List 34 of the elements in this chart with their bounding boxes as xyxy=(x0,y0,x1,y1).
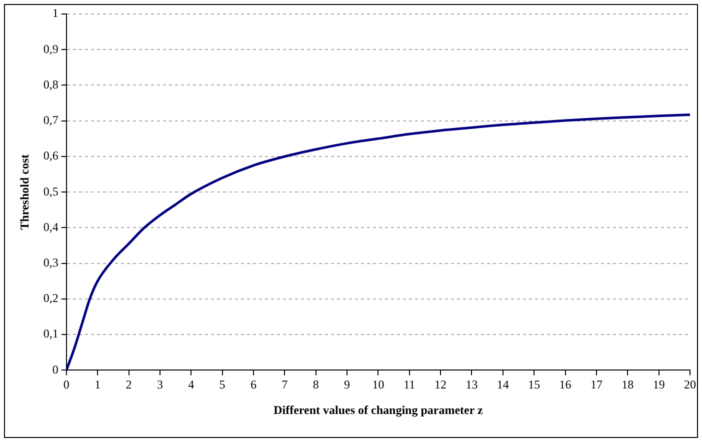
x-tick-label: 14 xyxy=(496,378,509,392)
x-tick-label: 4 xyxy=(188,378,194,392)
y-tick-label: 1 xyxy=(52,6,58,20)
x-axis-title: Different values of changing parameter z xyxy=(274,402,484,417)
x-tick-label: 20 xyxy=(684,378,696,392)
x-tick-label: 12 xyxy=(434,378,447,392)
y-tick-label: 0,7 xyxy=(43,113,58,128)
x-tick-label: 11 xyxy=(404,378,416,392)
y-tick-label: 0,6 xyxy=(43,148,58,163)
y-axis-title: Threshold cost xyxy=(17,154,32,230)
y-tick-label: 0,9 xyxy=(43,42,58,56)
x-tick-label: 7 xyxy=(282,378,288,392)
x-tick-label: 9 xyxy=(344,378,350,392)
y-tick-label: 0,5 xyxy=(43,184,58,198)
x-tick-label: 16 xyxy=(559,378,572,392)
y-tick-label: 0,4 xyxy=(43,220,58,234)
y-tick-label: 0,8 xyxy=(43,77,58,92)
x-tick-label: 17 xyxy=(590,378,602,392)
x-tick-label: 2 xyxy=(126,378,132,392)
x-tick-label: 10 xyxy=(372,378,384,392)
y-tick-label: 0,2 xyxy=(43,291,58,306)
x-tick-label: 18 xyxy=(622,378,634,392)
x-tick-label: 13 xyxy=(466,378,478,392)
y-tick-label: 0 xyxy=(52,362,58,376)
y-tick-label: 0,1 xyxy=(43,326,58,341)
x-tick-label: 19 xyxy=(652,378,665,392)
x-tick-label: 5 xyxy=(219,378,226,392)
x-tick-label: 8 xyxy=(312,378,319,392)
x-tick-label: 1 xyxy=(94,378,101,392)
x-tick-label: 0 xyxy=(63,378,70,392)
x-tick-label: 3 xyxy=(156,378,163,392)
y-tick-label: 0,3 xyxy=(43,255,58,270)
x-tick-label: 15 xyxy=(528,378,540,392)
x-tick-label: 6 xyxy=(250,378,256,392)
